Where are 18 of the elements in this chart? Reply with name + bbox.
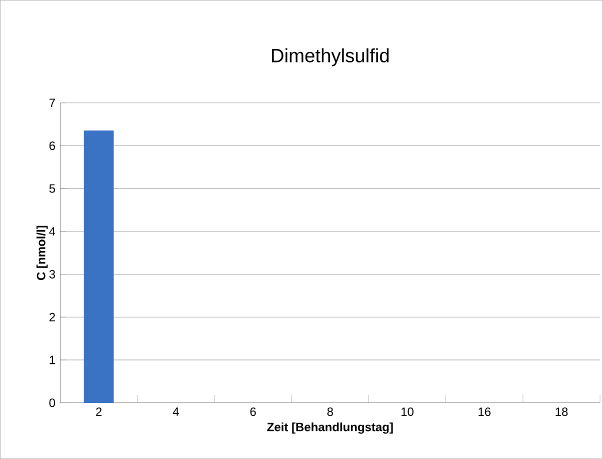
y-axis-title: C [nmol/l] xyxy=(36,226,48,280)
x-tick-label: 6 xyxy=(250,407,256,416)
x-tick-label: 16 xyxy=(478,407,491,416)
x-axis-title: Zeit [Behandlungstag] xyxy=(267,422,393,434)
y-tick-label: 6 xyxy=(49,141,56,150)
y-tick-label: 5 xyxy=(49,184,56,193)
y-tick-label: 3 xyxy=(49,270,56,278)
chart-title: Dimethylsulfid xyxy=(272,48,389,66)
x-tick-label: 8 xyxy=(327,407,333,416)
x-tick-label: 18 xyxy=(556,407,568,416)
x-tick-label: 10 xyxy=(402,407,414,416)
y-tick-label: 2 xyxy=(49,312,55,322)
y-tick-label: 1 xyxy=(50,356,55,364)
y-tick-label: 7 xyxy=(49,98,55,107)
x-tick-label: 2 xyxy=(96,407,102,416)
y-tick-label: 4 xyxy=(49,227,56,236)
y-tick-label: 0 xyxy=(49,398,56,408)
x-tick-label: 4 xyxy=(172,407,179,416)
